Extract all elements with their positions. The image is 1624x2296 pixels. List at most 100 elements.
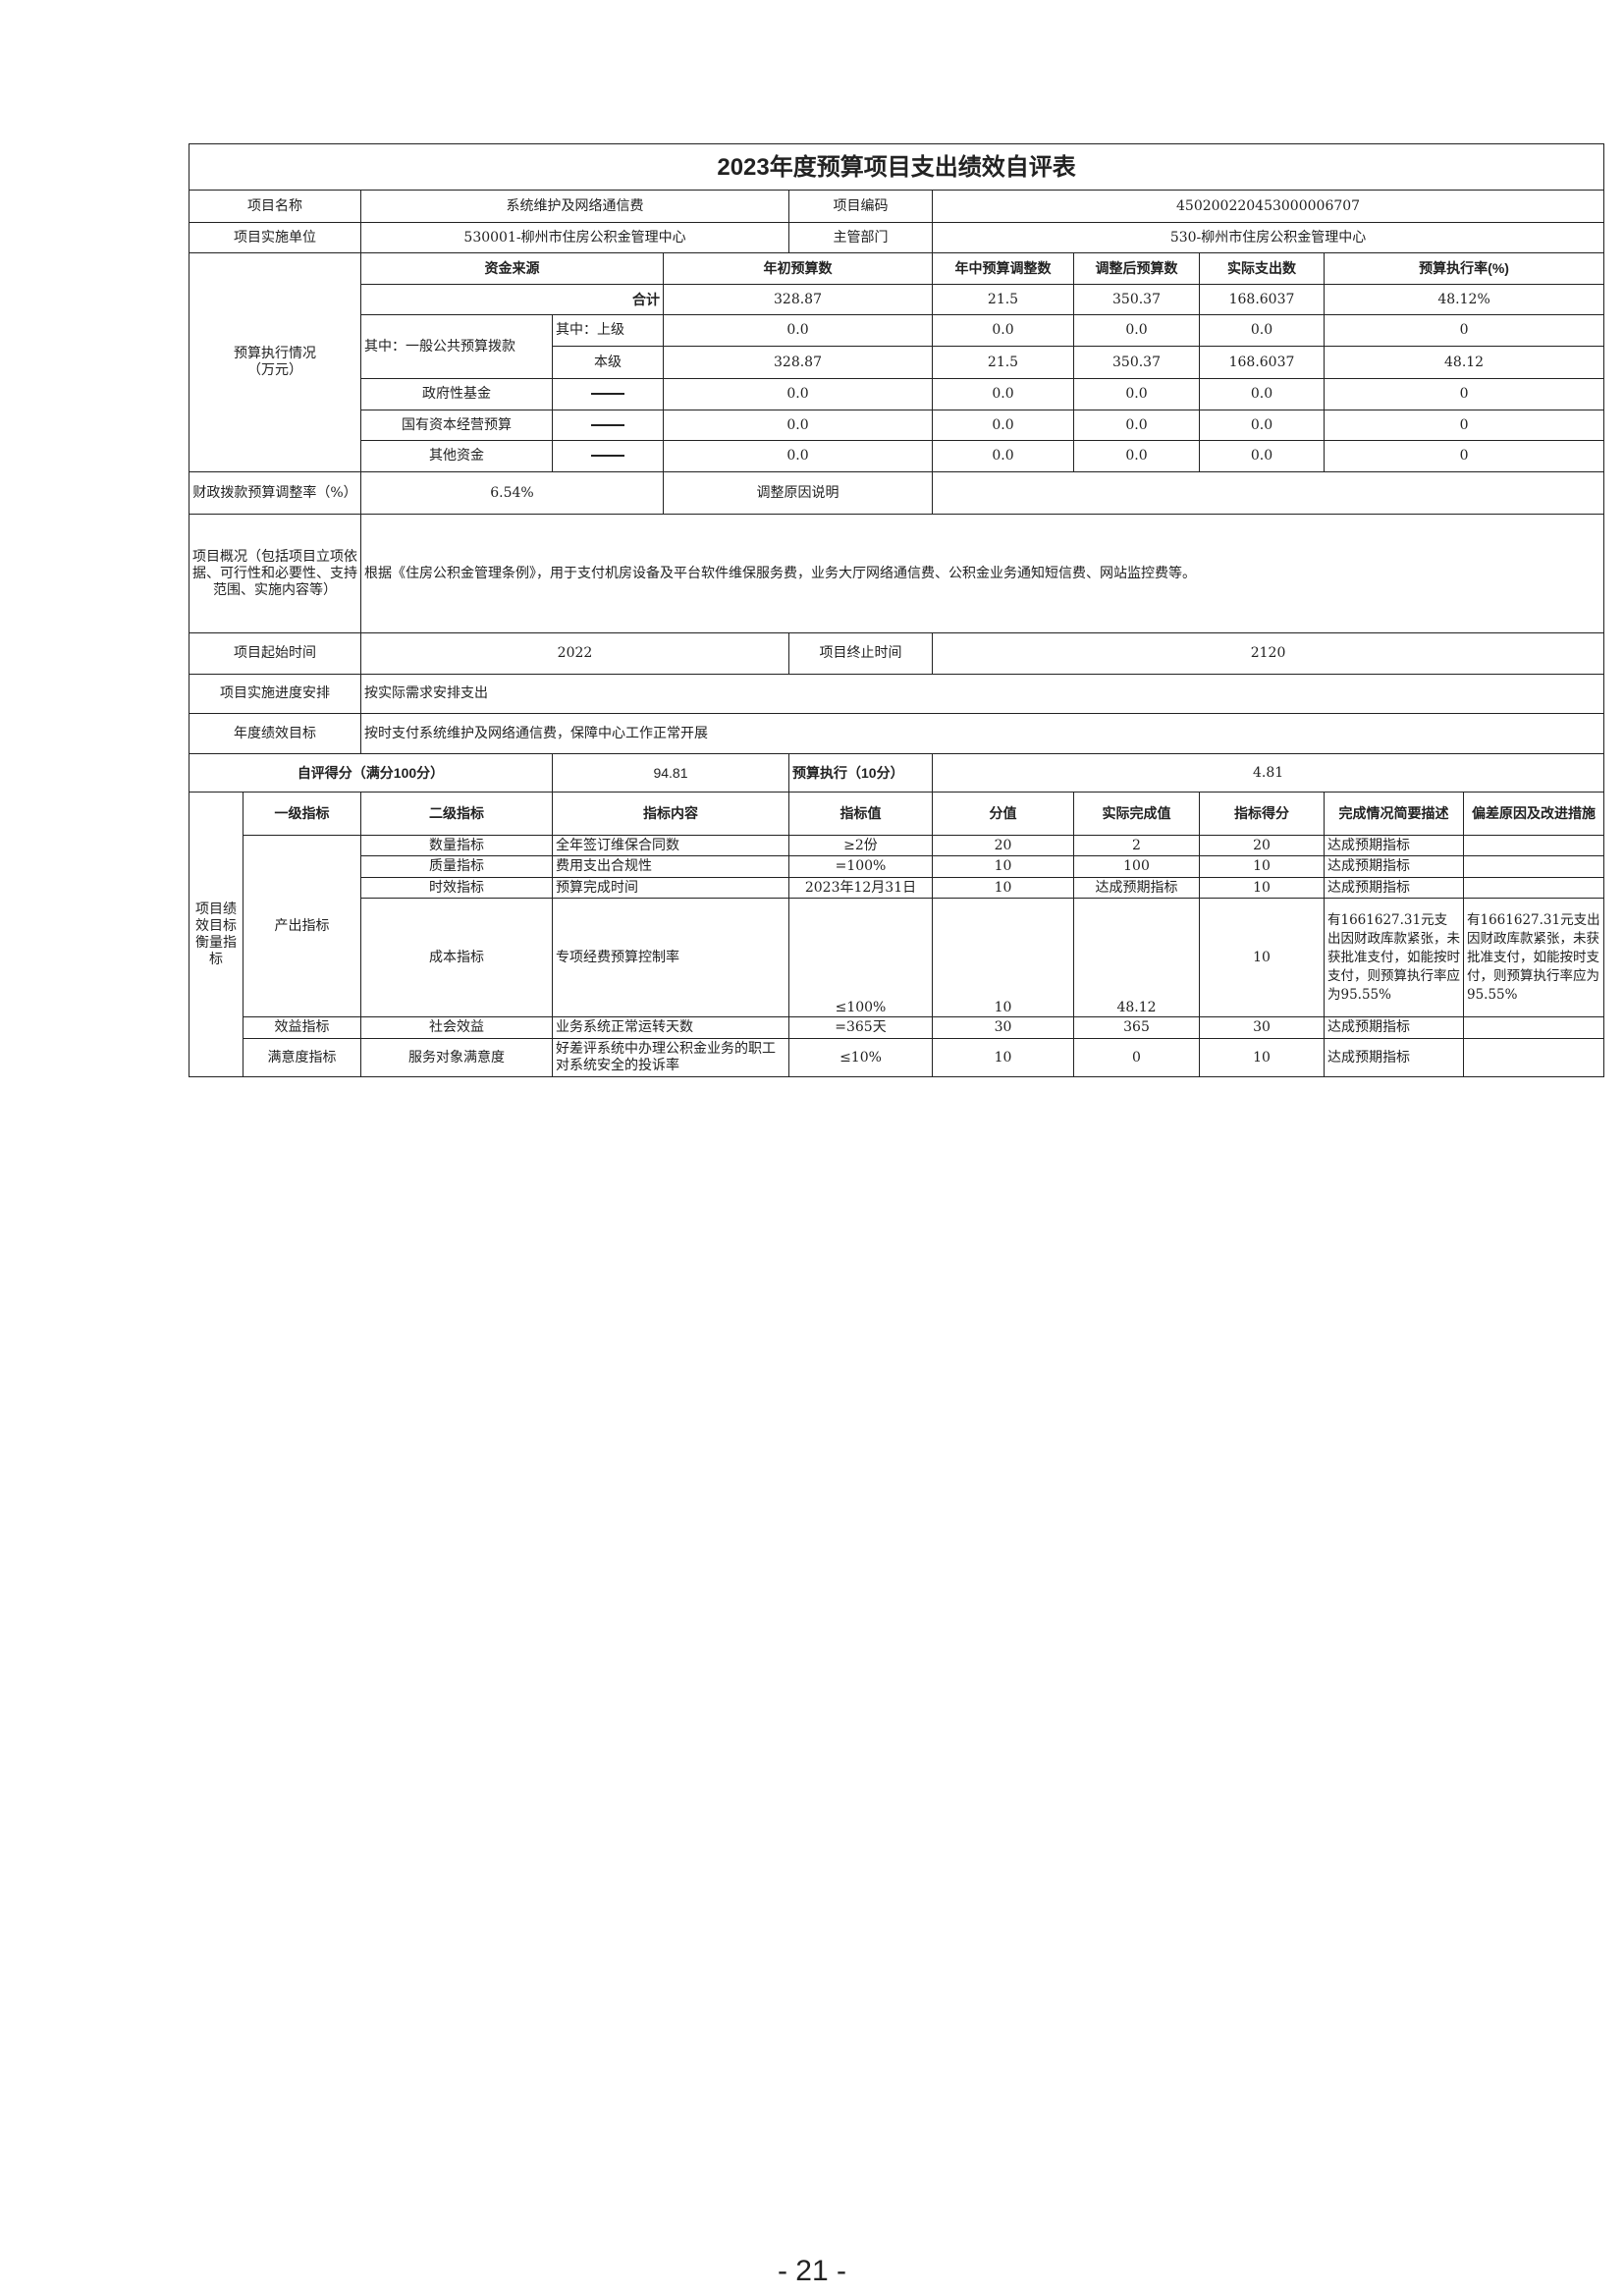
table-title: 2023年度预算项目支出绩效自评表 <box>188 143 1605 191</box>
l2: 数量指标 <box>360 835 553 856</box>
l2: 质量指标 <box>360 855 553 878</box>
content: 专项经费预算控制率 <box>552 898 789 1017</box>
weight: 10 <box>932 877 1074 899</box>
target: 2023年12月31日 <box>788 877 933 899</box>
exec-label: 预算执行（10分） <box>788 753 933 793</box>
desc: 达成预期指标 <box>1324 1038 1464 1077</box>
cell: 350.37 <box>1073 284 1200 315</box>
label: 项目实施单位 <box>189 222 361 253</box>
cell: 0.0 <box>1073 440 1200 472</box>
cell: 0.0 <box>663 410 933 441</box>
desc: 达成预期指标 <box>1324 1016 1464 1039</box>
header: 完成情况简要描述 <box>1324 792 1464 836</box>
header: 分值 <box>932 792 1074 836</box>
l2: 服务对象满意度 <box>360 1038 553 1077</box>
weight: 30 <box>932 1016 1074 1039</box>
cell: 0.0 <box>1199 440 1325 472</box>
cell: 168.6037 <box>1199 346 1325 379</box>
actual: 2 <box>1073 835 1200 856</box>
reason-value <box>931 471 1605 515</box>
row-label: 国有资本经营预算 <box>360 410 553 441</box>
weight: 20 <box>932 835 1074 856</box>
cell: 0.0 <box>1199 378 1325 410</box>
desc: 有1661627.31元支出因财政库款紧张，未获批准支付，如能按时支付，则预算执… <box>1324 898 1464 1017</box>
cell: 350.37 <box>1073 346 1200 379</box>
cell: 0.0 <box>663 314 933 347</box>
label: 项目名称 <box>189 190 361 223</box>
l1-label: 满意度指标 <box>243 1038 361 1077</box>
row-label: 其中：上级 <box>552 314 664 347</box>
l1-label: 产出指标 <box>243 835 361 1017</box>
score: 10 <box>1199 1038 1325 1077</box>
reason <box>1462 1016 1605 1039</box>
header: 预算执行率(%) <box>1323 252 1605 285</box>
content: 预算完成时间 <box>552 877 789 899</box>
header: 偏差原因及改进措施 <box>1462 792 1605 836</box>
header: 实际完成值 <box>1073 792 1200 836</box>
header: 指标内容 <box>552 792 789 836</box>
desc: 达成预期指标 <box>1324 877 1464 899</box>
row-label: 政府性基金 <box>360 378 553 410</box>
cell: 0.0 <box>663 440 933 472</box>
header: 年中预算调整数 <box>932 252 1074 285</box>
target: ≤100% <box>788 898 933 1017</box>
cell: 0 <box>1323 378 1605 410</box>
dash-cell <box>552 410 664 441</box>
cell: 21.5 <box>932 346 1074 379</box>
score: 10 <box>1199 877 1325 899</box>
adjust-value: 6.54% <box>360 471 664 515</box>
cell: 48.12 <box>1323 346 1605 379</box>
score-value: 94.81 <box>552 753 789 793</box>
l2: 社会效益 <box>360 1016 553 1039</box>
reason <box>1462 1038 1605 1077</box>
page-number: - 21 - <box>777 2255 847 2287</box>
reason <box>1462 835 1605 856</box>
score: 10 <box>1199 855 1325 878</box>
target: =100% <box>788 855 933 878</box>
adjust-label: 财政拨款预算调整率（%） <box>189 471 361 515</box>
desc: 达成预期指标 <box>1324 855 1464 878</box>
label: 年度绩效目标 <box>189 713 361 754</box>
l2: 成本指标 <box>360 898 553 1017</box>
weight: 10 <box>932 855 1074 878</box>
cell: 0.0 <box>1073 410 1200 441</box>
score: 10 <box>1199 898 1325 1017</box>
score: 20 <box>1199 835 1325 856</box>
cell: 0 <box>1323 440 1605 472</box>
label: 项目终止时间 <box>788 632 933 675</box>
label: 项目编码 <box>788 190 933 223</box>
cell: 0.0 <box>1073 378 1200 410</box>
indicators-section-label: 项目绩效目标衡量指标 <box>189 792 244 1077</box>
header: 实际支出数 <box>1199 252 1325 285</box>
actual: 365 <box>1073 1016 1200 1039</box>
dash-cell <box>552 378 664 410</box>
label: 主管部门 <box>788 222 933 253</box>
content: 全年签订维保合同数 <box>552 835 789 856</box>
cell: 48.12% <box>1323 284 1605 315</box>
l1-label: 效益指标 <box>243 1016 361 1039</box>
score: 30 <box>1199 1016 1325 1039</box>
target: =365天 <box>788 1016 933 1039</box>
cell: 0.0 <box>932 314 1074 347</box>
row-label: 合计 <box>360 284 664 315</box>
start-year: 2022 <box>360 632 789 675</box>
project-name: 系统维护及网络通信费 <box>360 190 789 223</box>
content: 好差评系统中办理公积金业务的职工对系统安全的投诉率 <box>552 1038 789 1077</box>
header: 年初预算数 <box>663 252 933 285</box>
content: 费用支出合规性 <box>552 855 789 878</box>
header: 一级指标 <box>243 792 361 836</box>
dash-cell <box>552 440 664 472</box>
reason-label: 调整原因说明 <box>663 471 933 515</box>
cell: 0.0 <box>663 378 933 410</box>
end-year: 2120 <box>931 632 1605 675</box>
cell: 0.0 <box>932 410 1074 441</box>
actual: 48.12 <box>1073 898 1200 1017</box>
cell: 0.0 <box>1199 410 1325 441</box>
row-label: 其他资金 <box>360 440 553 472</box>
reason: 有1661627.31元支出因财政库款紧张，未获批准支付，如能按时支付，则预算执… <box>1462 898 1605 1017</box>
cell: 0.0 <box>932 378 1074 410</box>
content: 业务系统正常运转天数 <box>552 1016 789 1039</box>
reason <box>1462 855 1605 878</box>
row-label: 本级 <box>552 346 664 379</box>
overview-label: 项目概况（包括项目立项依据、可行性和必要性、支持范围、实施内容等） <box>189 514 361 633</box>
